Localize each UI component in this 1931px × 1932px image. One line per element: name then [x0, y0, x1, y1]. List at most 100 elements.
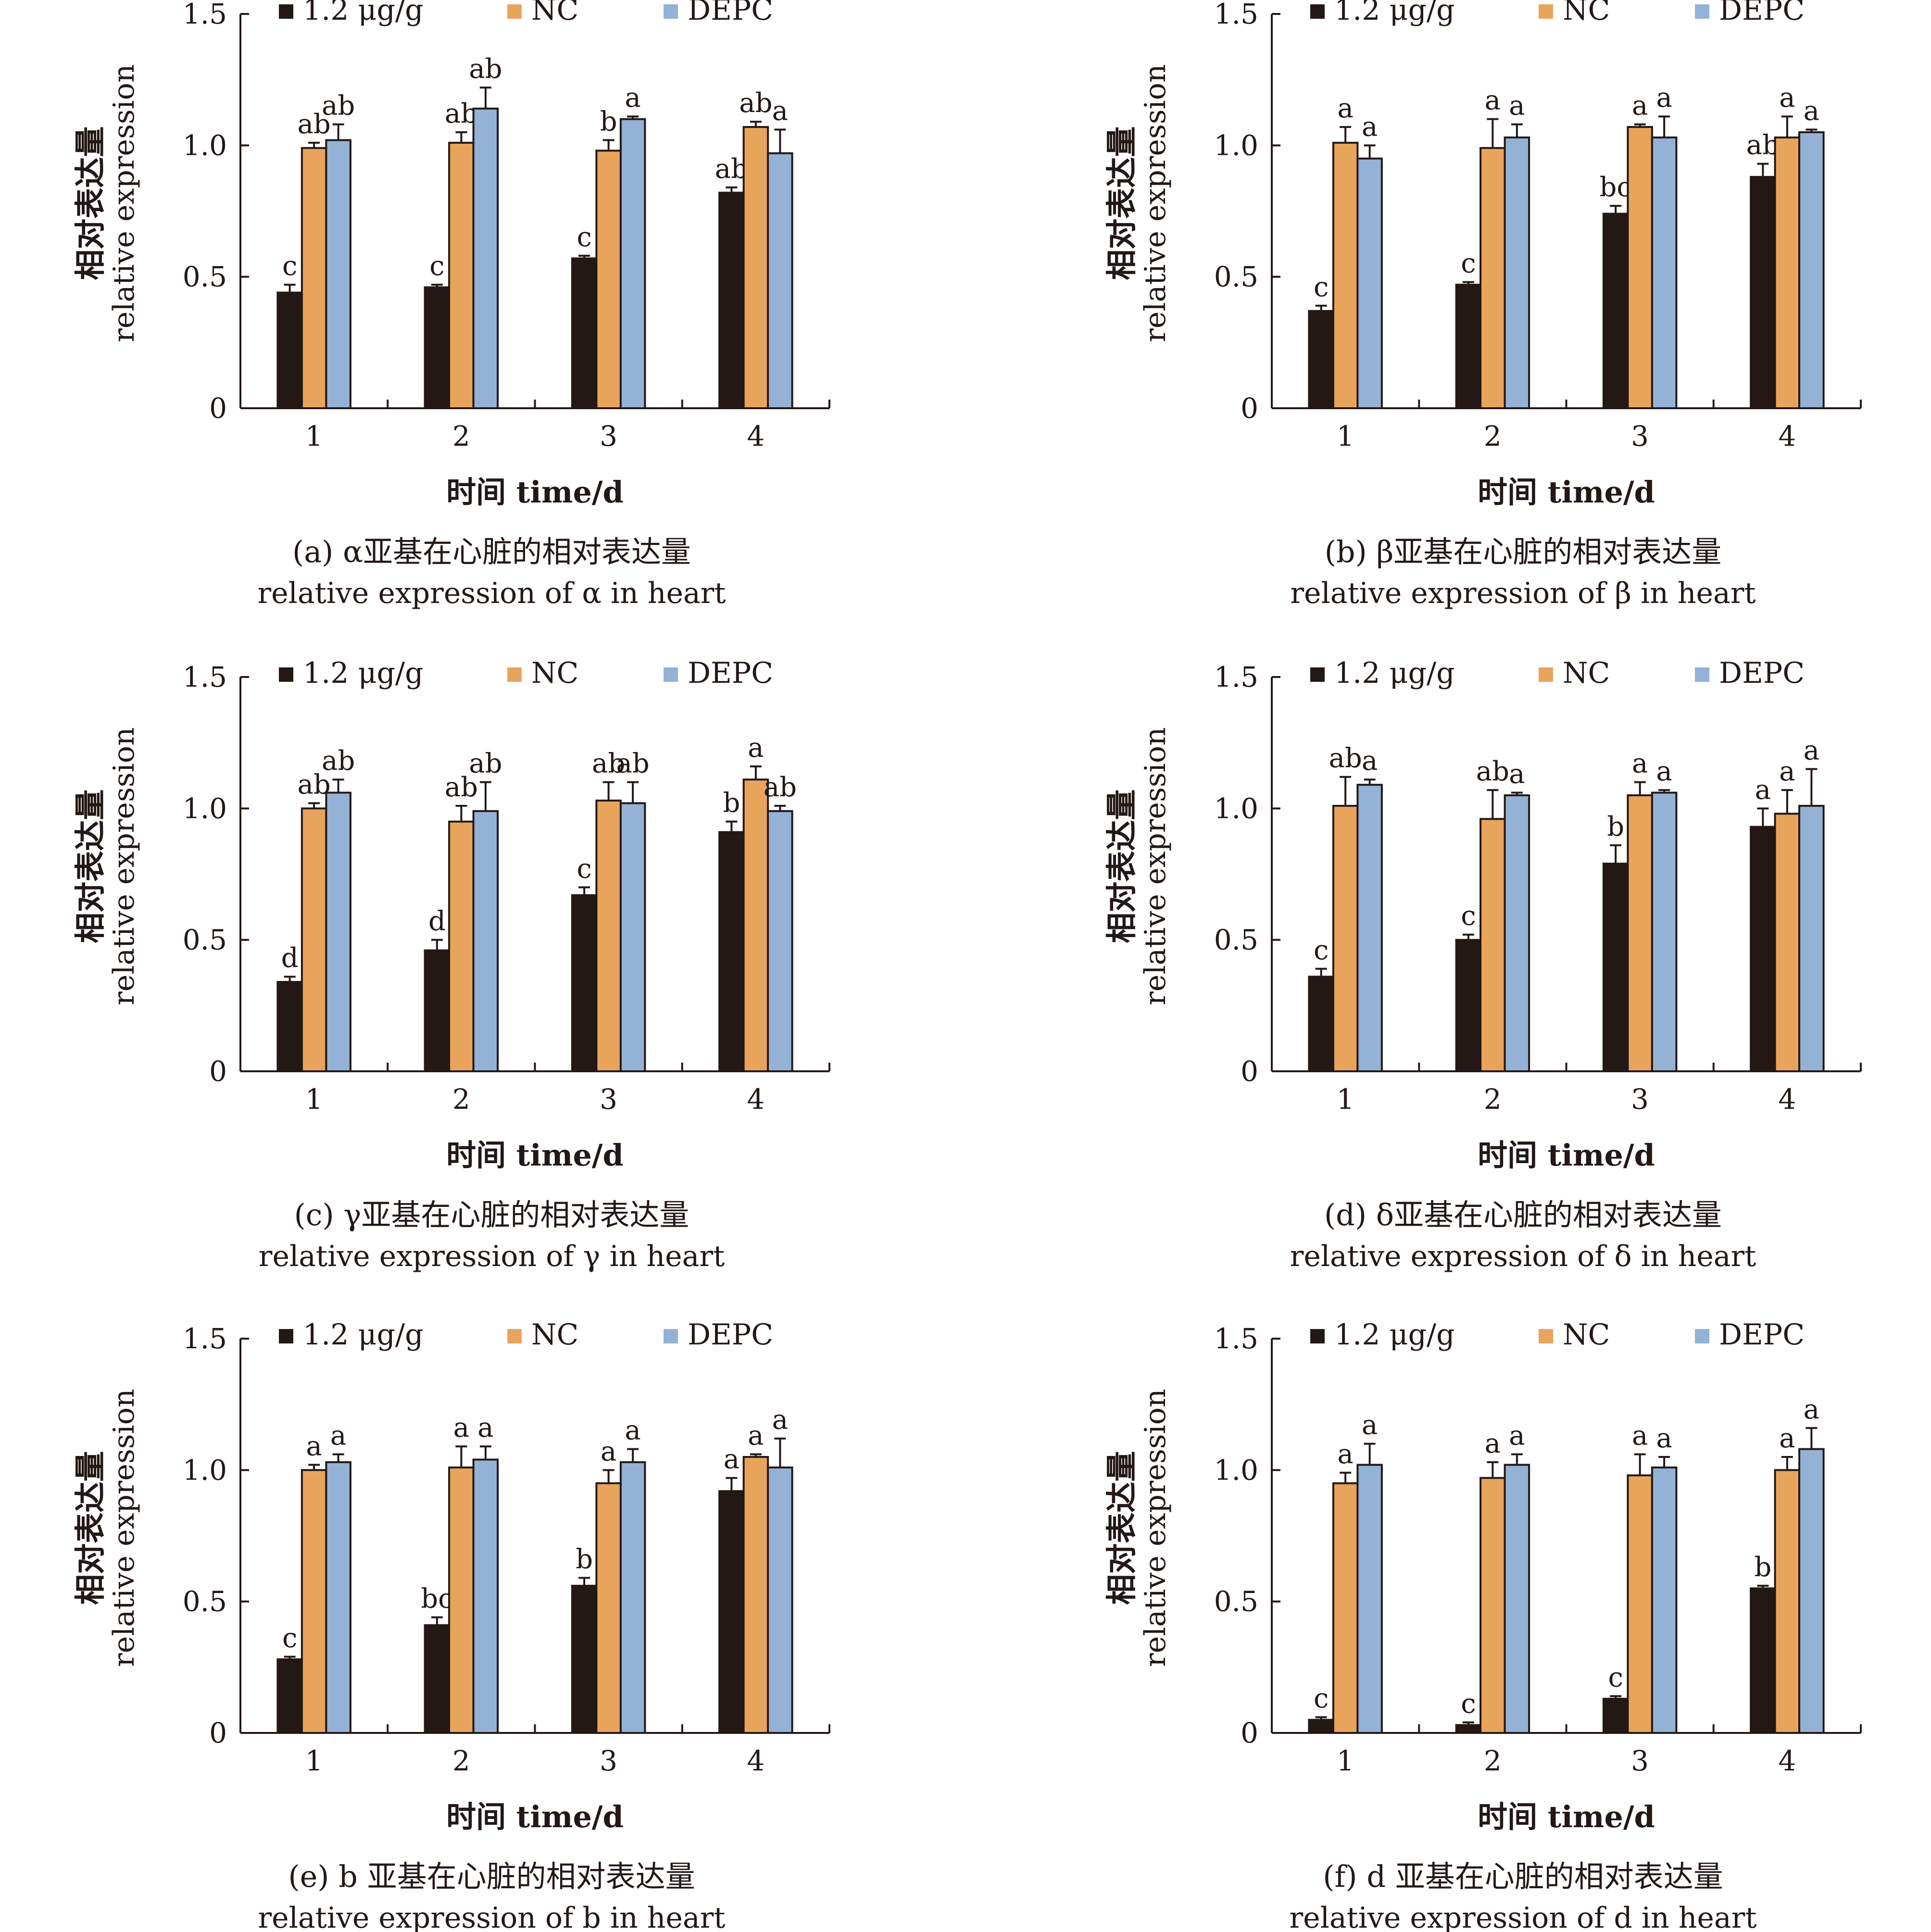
significance-label-depc-day3: a	[1656, 756, 1672, 787]
bar-depc-day2	[1504, 1464, 1530, 1734]
x-axis-title: 时间 time/d	[446, 1799, 624, 1834]
y-tick-label: 1.0	[183, 792, 227, 825]
y-tick-label: 0.5	[1214, 924, 1258, 956]
y-tick-label: 0	[1241, 1055, 1258, 1088]
bar-nc-day2	[1480, 1477, 1506, 1734]
legend-swatch-treatment	[1310, 667, 1325, 682]
significance-label-depc-day1: ab	[322, 90, 355, 122]
legend-label-treatment: 1.2 μg/g	[1334, 656, 1455, 690]
bar-treatment-day1	[276, 1658, 303, 1734]
significance-label-nc-day1: ab	[298, 769, 331, 800]
legend-label-depc: DEPC	[688, 656, 773, 690]
significance-label-nc-day3: ab	[592, 748, 625, 779]
caption-cn: (d) δ亚基在心脏的相对表达量	[1324, 1197, 1722, 1232]
y-axis-title-en: relative expression	[1139, 64, 1172, 342]
legend-label-depc: DEPC	[688, 0, 773, 27]
x-tick-label-day4: 4	[1778, 420, 1796, 452]
legend-swatch-treatment	[1310, 4, 1325, 19]
significance-label-depc-day1: a	[1362, 1410, 1378, 1441]
legend-swatch-treatment	[279, 4, 293, 19]
significance-label-treatment-day4: a	[724, 1444, 740, 1475]
significance-label-treatment-day1: c	[1314, 935, 1329, 966]
bar-treatment-day3	[1602, 863, 1629, 1072]
bar-nc-day4	[742, 1456, 769, 1734]
legend-swatch-treatment	[279, 1329, 293, 1343]
x-tick-label-day3: 3	[600, 1744, 617, 1777]
x-tick-label-day4: 4	[747, 1083, 765, 1116]
bar-depc-day1	[1356, 784, 1383, 1072]
caption-en: relative expression of b in heart	[258, 1901, 726, 1932]
significance-label-depc-day2: ab	[469, 748, 502, 779]
bar-treatment-day2	[1455, 1724, 1482, 1734]
x-axis-title: 时间 time/d	[1478, 1138, 1655, 1173]
legend-swatch-depc	[664, 667, 678, 682]
bar-depc-day4	[1798, 1448, 1825, 1734]
y-axis-title-cn: 相对表达量	[73, 790, 109, 943]
significance-label-depc-day1: a	[330, 1420, 346, 1452]
x-tick-label-day4: 4	[1778, 1083, 1796, 1116]
x-tick-label-day4: 4	[747, 1744, 765, 1777]
significance-label-treatment-day4: a	[1755, 774, 1771, 805]
x-tick-label-day1: 1	[305, 1083, 323, 1116]
y-axis-title-en: relative expression	[1139, 1389, 1172, 1667]
bar-nc-day2	[448, 1466, 475, 1734]
y-tick-label: 1.5	[1214, 0, 1258, 30]
caption-en: relative expression of δ in heart	[1290, 1240, 1756, 1273]
caption-cn: (f) d 亚基在心脏的相对表达量	[1323, 1859, 1723, 1894]
bar-nc-day2	[448, 141, 475, 409]
bar-nc-day3	[1627, 1474, 1653, 1734]
y-axis-title-cn: 相对表达量	[1104, 1451, 1140, 1605]
bar-treatment-day1	[276, 291, 303, 409]
bar-nc-day1	[301, 147, 327, 409]
bar-depc-day2	[472, 1458, 499, 1734]
legend-label-depc: DEPC	[1719, 0, 1805, 27]
y-tick-label: 0.5	[183, 261, 227, 293]
legend-label-treatment: 1.2 μg/g	[1334, 0, 1455, 27]
significance-label-depc-day3: a	[625, 1415, 640, 1446]
significance-label-depc-day1: ab	[322, 745, 355, 777]
y-tick-label: 1.5	[1214, 1322, 1258, 1355]
significance-label-nc-day2: a	[453, 1412, 469, 1443]
x-axis-title: 时间 time/d	[446, 1138, 624, 1173]
legend-swatch-nc	[507, 4, 522, 19]
caption-cn: (c) γ亚基在心脏的相对表达量	[294, 1197, 690, 1232]
bar-nc-day4	[1774, 136, 1801, 409]
significance-label-depc-day4: ab	[764, 772, 797, 803]
y-tick-label: 1.5	[183, 1322, 227, 1355]
bar-depc-day4	[767, 810, 793, 1073]
y-tick-label: 1.5	[183, 0, 227, 30]
bar-nc-day4	[742, 778, 769, 1072]
y-tick-label: 0	[209, 1717, 227, 1749]
x-tick-label-day2: 2	[1484, 1744, 1502, 1777]
significance-label-treatment-day3: bc	[1600, 172, 1632, 203]
bar-treatment-day3	[571, 1584, 598, 1734]
significance-label-nc-day2: ab	[445, 772, 478, 803]
bar-depc-day2	[1504, 794, 1530, 1072]
bar-depc-day2	[472, 107, 499, 410]
y-tick-label: 1.5	[183, 661, 227, 693]
significance-label-nc-day3: a	[1632, 748, 1648, 779]
legend-swatch-nc	[507, 1329, 522, 1343]
significance-label-depc-day2: a	[1509, 759, 1525, 790]
x-tick-label-day4: 4	[1778, 1744, 1796, 1777]
bar-treatment-day4	[718, 1490, 745, 1734]
legend-label-depc: DEPC	[1719, 1318, 1805, 1352]
y-axis-title-en: relative expression	[1139, 727, 1172, 1005]
y-tick-label: 0	[209, 392, 227, 425]
significance-label-treatment-day3: b	[1607, 811, 1624, 842]
bar-nc-day3	[595, 150, 622, 409]
significance-label-depc-day2: a	[1509, 90, 1525, 122]
bar-treatment-day4	[718, 831, 745, 1072]
significance-label-depc-day2: a	[477, 1412, 493, 1443]
y-axis-title-en: relative expression	[107, 1389, 141, 1667]
legend-swatch-depc	[1695, 667, 1709, 682]
x-tick-label-day1: 1	[1337, 420, 1354, 452]
bar-treatment-day4	[1750, 176, 1776, 409]
significance-label-nc-day1: a	[306, 1430, 322, 1462]
significance-label-treatment-day4: ab	[715, 153, 748, 185]
bar-nc-day2	[1480, 818, 1506, 1072]
legend-label-nc: NC	[531, 656, 578, 690]
bar-treatment-day2	[424, 949, 451, 1072]
